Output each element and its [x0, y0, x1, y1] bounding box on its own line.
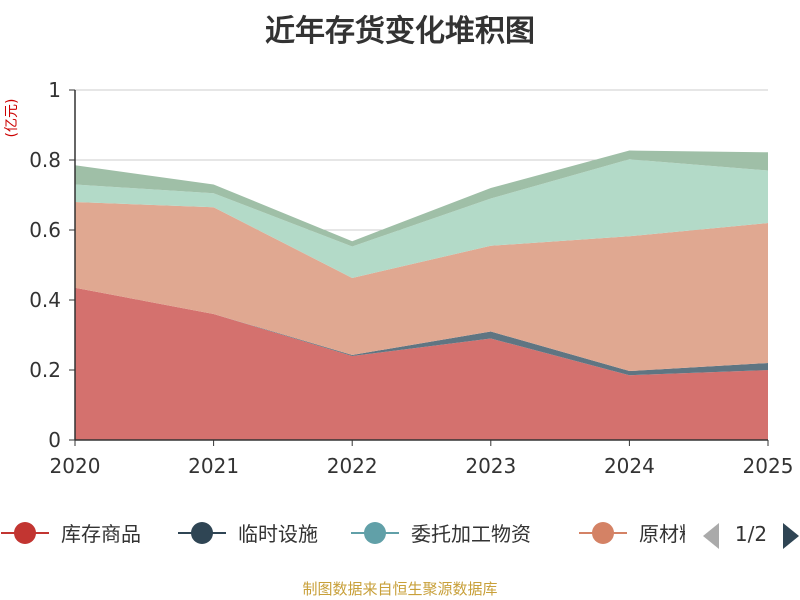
legend-marker-3 [592, 522, 614, 544]
chart-title: 近年存货变化堆积图 [265, 14, 535, 49]
area-series-0 [75, 287, 768, 440]
legend-label-1: 临时设施 [238, 522, 318, 546]
axes: 0 0.2 0.4 0.6 0.8 1 2020 2021 2022 2023 2024 2025 (亿… [4, 78, 793, 478]
legend: 库存商品 临时设施 委托加工物资 原材料 [1, 522, 699, 546]
legend-marker-1 [191, 522, 213, 544]
y-tick-label-3: 0.6 [29, 218, 61, 242]
x-tick-label-2: 2022 [327, 454, 378, 478]
y-tick-label-2: 0.4 [29, 288, 61, 312]
x-tick-label-3: 2023 [465, 454, 516, 478]
x-tick-label-0: 2020 [50, 454, 101, 478]
legend-marker-0 [14, 522, 36, 544]
area-series-4 [75, 159, 768, 278]
legend-label-3: 原材料 [639, 522, 699, 546]
prev-page-icon[interactable] [703, 523, 719, 549]
next-page-icon[interactable] [783, 523, 799, 549]
legend-label-0: 库存商品 [61, 522, 141, 546]
x-tick-label-4: 2024 [604, 454, 655, 478]
y-tick-label-1: 0.2 [29, 358, 61, 382]
source-note: 制图数据来自恒生聚源数据库 [302, 580, 498, 598]
y-axis-unit: (亿元) [4, 99, 20, 138]
area-series-3 [75, 202, 768, 372]
legend-label-2: 委托加工物资 [411, 522, 531, 546]
legend-pager[interactable]: 1/2 [703, 522, 799, 549]
legend-marker-2 [364, 522, 386, 544]
legend-page-indicator: 1/2 [735, 522, 767, 546]
y-tick-label-5: 1 [48, 78, 61, 102]
y-tick-label-4: 0.8 [29, 148, 61, 172]
x-tick-label-5: 2025 [743, 454, 794, 478]
y-tick-label-0: 0 [48, 428, 61, 452]
legend-items: 库存商品 临时设施 委托加工物资 原材料 [1, 522, 699, 546]
area-series [75, 150, 768, 440]
x-tick-label-1: 2021 [188, 454, 239, 478]
area-series-5 [75, 150, 768, 247]
